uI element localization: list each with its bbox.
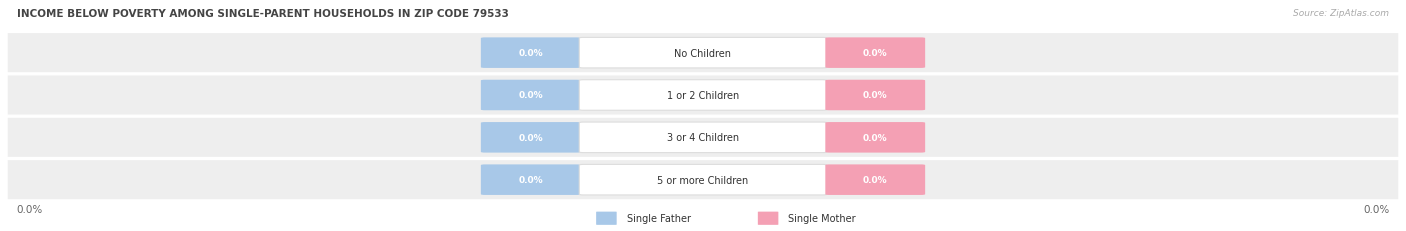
Text: 0.0%: 0.0%	[17, 204, 44, 214]
FancyBboxPatch shape	[596, 212, 617, 225]
Text: 1 or 2 Children: 1 or 2 Children	[666, 91, 740, 100]
FancyBboxPatch shape	[825, 38, 925, 69]
FancyBboxPatch shape	[579, 165, 827, 195]
FancyBboxPatch shape	[825, 122, 925, 153]
Text: 0.0%: 0.0%	[863, 133, 887, 142]
Text: 3 or 4 Children: 3 or 4 Children	[666, 133, 740, 143]
FancyBboxPatch shape	[481, 122, 581, 153]
FancyBboxPatch shape	[825, 80, 925, 111]
Text: 0.0%: 0.0%	[1362, 204, 1389, 214]
Text: 0.0%: 0.0%	[863, 49, 887, 58]
FancyBboxPatch shape	[758, 212, 779, 225]
FancyBboxPatch shape	[7, 75, 1399, 116]
Text: 0.0%: 0.0%	[519, 91, 543, 100]
FancyBboxPatch shape	[481, 38, 581, 69]
Text: Single Father: Single Father	[627, 213, 690, 223]
Text: 0.0%: 0.0%	[519, 175, 543, 184]
Text: 0.0%: 0.0%	[519, 133, 543, 142]
Text: 0.0%: 0.0%	[519, 49, 543, 58]
Text: No Children: No Children	[675, 49, 731, 58]
FancyBboxPatch shape	[579, 80, 827, 111]
Text: INCOME BELOW POVERTY AMONG SINGLE-PARENT HOUSEHOLDS IN ZIP CODE 79533: INCOME BELOW POVERTY AMONG SINGLE-PARENT…	[17, 9, 509, 19]
Text: Source: ZipAtlas.com: Source: ZipAtlas.com	[1294, 9, 1389, 18]
Text: 0.0%: 0.0%	[863, 175, 887, 184]
FancyBboxPatch shape	[481, 80, 581, 111]
FancyBboxPatch shape	[7, 33, 1399, 73]
FancyBboxPatch shape	[579, 122, 827, 153]
FancyBboxPatch shape	[825, 165, 925, 195]
FancyBboxPatch shape	[481, 165, 581, 195]
FancyBboxPatch shape	[579, 38, 827, 69]
FancyBboxPatch shape	[7, 118, 1399, 158]
FancyBboxPatch shape	[7, 160, 1399, 200]
Text: Single Mother: Single Mother	[789, 213, 856, 223]
Text: 0.0%: 0.0%	[863, 91, 887, 100]
Text: 5 or more Children: 5 or more Children	[658, 175, 748, 185]
